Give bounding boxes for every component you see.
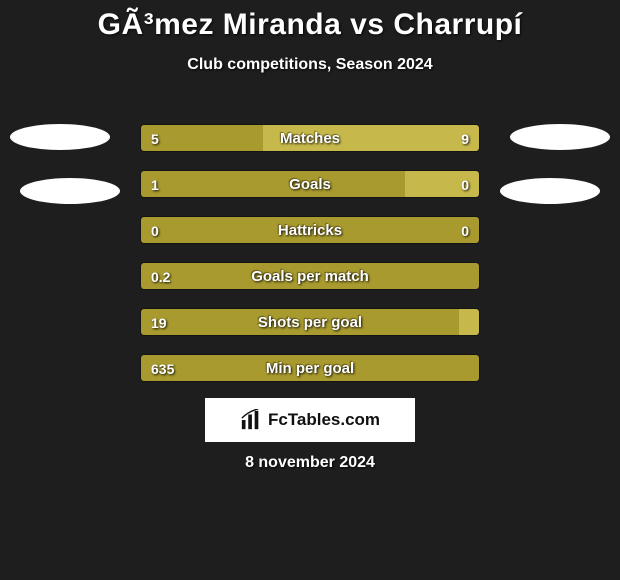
bar-label: Goals per match: [141, 263, 479, 289]
bar-label: Goals: [141, 171, 479, 197]
bar-label: Shots per goal: [141, 309, 479, 335]
stats-bars: Matches59Goals10Hattricks00Goals per mat…: [140, 124, 480, 400]
player-right-photo: [510, 124, 610, 150]
bar-value-left: 1: [151, 171, 159, 197]
stat-bar: Matches5 9: [140, 124, 480, 152]
stat-bar: Shots per goal19: [140, 308, 480, 336]
date-label: 8 november 2024: [0, 454, 620, 472]
logo-box: FcTables.com: [205, 398, 415, 442]
stat-bar: Hattricks0 0: [140, 216, 480, 244]
bar-label: Min per goal: [141, 355, 479, 381]
bars-icon: [240, 409, 262, 431]
subtitle: Club competitions, Season 2024: [0, 56, 620, 74]
player-left-club: [20, 178, 120, 204]
bar-value-right: 0: [461, 217, 469, 243]
player-left-photo: [10, 124, 110, 150]
logo-text: FcTables.com: [268, 410, 380, 430]
stat-bar: Goals per match0.2: [140, 262, 480, 290]
bar-value-right: 9: [461, 125, 469, 151]
bar-value-left: 0: [151, 217, 159, 243]
bar-value-left: 0.2: [151, 263, 170, 289]
stat-bar: Min per goal635: [140, 354, 480, 382]
player-right-club: [500, 178, 600, 204]
bar-value-right: 0: [461, 171, 469, 197]
bar-label: Hattricks: [141, 217, 479, 243]
bar-value-left: 5: [151, 125, 159, 151]
bar-value-left: 635: [151, 355, 174, 381]
bar-label: Matches: [141, 125, 479, 151]
page-title: GÃ³mez Miranda vs Charrupí: [0, 0, 620, 42]
bar-value-left: 19: [151, 309, 167, 335]
stat-bar: Goals1 0: [140, 170, 480, 198]
